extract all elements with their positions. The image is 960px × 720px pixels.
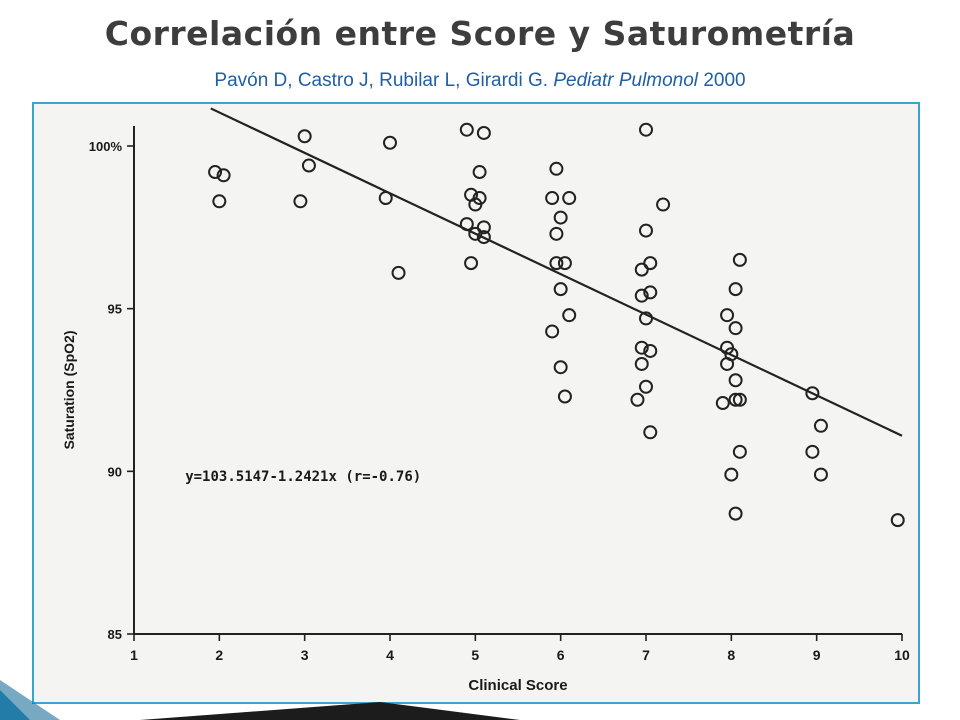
data-point xyxy=(557,389,572,404)
x-tick-label: 4 xyxy=(386,647,394,663)
data-point xyxy=(643,343,658,358)
x-tick-label: 3 xyxy=(301,647,309,663)
citation-authors: Pavón D, Castro J, Rubilar L, Girardi G. xyxy=(214,70,549,91)
data-point xyxy=(476,230,491,245)
data-point xyxy=(208,165,223,180)
data-point xyxy=(732,392,747,407)
data-point xyxy=(813,467,828,482)
chart-points xyxy=(208,122,905,528)
y-tick-label: 95 xyxy=(108,302,122,317)
citation: Pavón D, Castro J, Rubilar L, Girardi G.… xyxy=(0,70,960,92)
data-point xyxy=(634,340,649,355)
data-point xyxy=(301,158,316,173)
x-tick-label: 1 xyxy=(130,647,138,663)
data-point xyxy=(813,418,828,433)
data-point xyxy=(634,356,649,371)
x-tick-label: 10 xyxy=(894,647,910,663)
data-point xyxy=(643,256,658,271)
x-tick-label: 5 xyxy=(471,647,479,663)
x-axis-label: Clinical Score xyxy=(468,677,567,694)
data-point xyxy=(549,256,564,271)
data-point xyxy=(630,392,645,407)
slide-title: Correlación entre Score y Saturometría xyxy=(104,14,856,53)
chart-frame: 1 2 3 4 5 6 7 8 9 10 100% 95 90 85 y=103.5147-1.2421x… xyxy=(32,102,920,704)
citation-journal: Pediatr Pulmonol xyxy=(553,70,699,91)
data-point xyxy=(216,168,231,183)
data-point xyxy=(297,129,312,144)
citation-year: 2000 xyxy=(703,70,746,91)
data-point xyxy=(728,373,743,388)
data-point xyxy=(464,256,479,271)
data-point xyxy=(720,308,735,323)
data-point xyxy=(468,197,483,212)
data-point xyxy=(553,360,568,375)
data-point xyxy=(562,308,577,323)
data-point xyxy=(557,256,572,271)
data-point xyxy=(545,324,560,339)
data-point xyxy=(643,285,658,300)
data-point xyxy=(728,321,743,336)
data-point xyxy=(468,226,483,241)
data-point xyxy=(383,135,397,150)
regression-line xyxy=(210,107,903,437)
data-point xyxy=(562,191,577,206)
data-point xyxy=(643,425,658,440)
data-point xyxy=(728,392,743,407)
data-point xyxy=(476,125,491,140)
chart-axes xyxy=(133,126,902,635)
y-tick-label: 85 xyxy=(108,627,122,642)
data-point xyxy=(472,165,487,180)
data-point xyxy=(656,197,671,212)
x-tick-label: 9 xyxy=(813,647,821,663)
bottom-decoration xyxy=(0,680,520,720)
data-point xyxy=(639,223,653,238)
data-point xyxy=(639,122,653,137)
data-point xyxy=(549,226,564,241)
data-point xyxy=(459,122,474,137)
x-tick-label: 6 xyxy=(557,647,565,663)
y-tick-label: 100% xyxy=(89,139,123,154)
data-point xyxy=(732,252,747,267)
scatter-chart: 1 2 3 4 5 6 7 8 9 10 100% 95 90 85 y=103.5147-1.2421x… xyxy=(61,107,910,694)
data-point xyxy=(728,282,743,297)
data-point xyxy=(553,210,568,225)
data-point xyxy=(639,379,653,394)
data-point xyxy=(212,194,227,209)
data-point xyxy=(715,396,730,411)
data-point xyxy=(549,161,564,176)
chart-ticks: 1 2 3 4 5 6 7 8 9 10 100% 95 90 85 xyxy=(89,139,910,663)
data-point xyxy=(728,506,743,521)
data-point xyxy=(634,288,649,303)
x-tick-label: 2 xyxy=(215,647,223,663)
y-axis-label: Saturation (SpO2) xyxy=(61,330,77,449)
data-point xyxy=(391,265,406,280)
y-tick-label: 90 xyxy=(108,464,122,479)
data-point xyxy=(890,513,905,528)
data-point xyxy=(805,444,820,459)
data-point xyxy=(545,191,560,206)
regression-equation: y=103.5147-1.2421x (r=-0.76) xyxy=(185,469,421,485)
data-point xyxy=(634,262,649,277)
data-point xyxy=(732,444,747,459)
data-point xyxy=(720,356,735,371)
data-point xyxy=(553,282,568,297)
x-tick-label: 7 xyxy=(642,647,650,663)
data-point xyxy=(724,467,739,482)
data-point xyxy=(293,194,308,209)
x-tick-label: 8 xyxy=(727,647,735,663)
data-point xyxy=(805,386,820,401)
